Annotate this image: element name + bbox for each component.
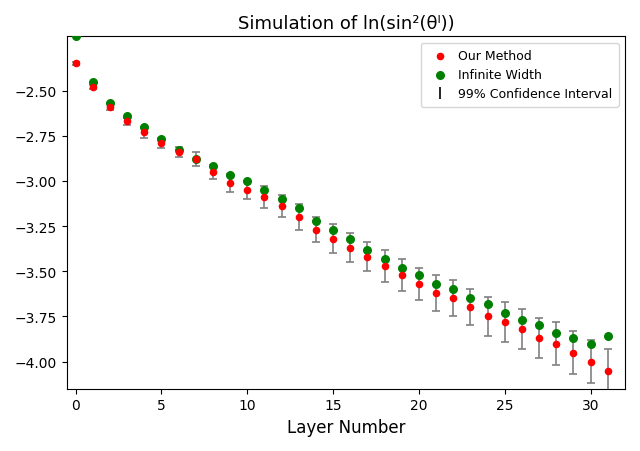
Infinite Width <box>225 172 236 179</box>
Our Method <box>191 156 201 163</box>
X-axis label: Layer Number: Layer Number <box>287 418 405 436</box>
Our Method <box>259 194 269 201</box>
Infinite Width <box>448 286 458 293</box>
Our Method <box>534 335 544 342</box>
Infinite Width <box>311 217 321 225</box>
Infinite Width <box>105 101 115 108</box>
Infinite Width <box>380 255 390 262</box>
Our Method <box>380 262 390 270</box>
Infinite Width <box>191 156 201 163</box>
Infinite Width <box>208 163 218 170</box>
Infinite Width <box>500 309 510 317</box>
Infinite Width <box>294 205 304 212</box>
Our Method <box>242 187 252 194</box>
Infinite Width <box>88 79 98 86</box>
Infinite Width <box>586 340 596 347</box>
Our Method <box>276 203 287 210</box>
Our Method <box>362 253 372 261</box>
Infinite Width <box>414 272 424 279</box>
Our Method <box>603 367 613 374</box>
Infinite Width <box>328 226 338 234</box>
Our Method <box>483 313 493 320</box>
Our Method <box>345 244 355 252</box>
Our Method <box>500 318 510 326</box>
Infinite Width <box>276 196 287 203</box>
Infinite Width <box>431 281 441 288</box>
Title: Simulation of ln(sin²(θˡ)): Simulation of ln(sin²(θˡ)) <box>237 15 454 33</box>
Our Method <box>88 84 98 92</box>
Infinite Width <box>517 317 527 324</box>
Our Method <box>465 304 476 311</box>
Our Method <box>568 349 579 356</box>
Infinite Width <box>483 300 493 308</box>
Infinite Width <box>551 329 561 336</box>
Our Method <box>431 290 441 297</box>
Our Method <box>586 358 596 365</box>
Infinite Width <box>568 335 579 342</box>
Our Method <box>156 140 166 147</box>
Our Method <box>448 295 458 302</box>
Infinite Width <box>534 322 544 329</box>
Infinite Width <box>603 333 613 340</box>
Infinite Width <box>397 264 407 272</box>
Our Method <box>414 281 424 288</box>
Infinite Width <box>139 124 149 131</box>
Our Method <box>517 326 527 333</box>
Infinite Width <box>173 147 184 154</box>
Our Method <box>225 179 236 187</box>
Infinite Width <box>362 246 372 253</box>
Infinite Width <box>70 34 81 41</box>
Our Method <box>208 169 218 176</box>
Legend: Our Method, Infinite Width, 99% Confidence Interval: Our Method, Infinite Width, 99% Confiden… <box>420 43 619 107</box>
Infinite Width <box>345 235 355 243</box>
Our Method <box>397 272 407 279</box>
Infinite Width <box>259 187 269 194</box>
Infinite Width <box>242 178 252 185</box>
Our Method <box>139 129 149 136</box>
Our Method <box>173 149 184 156</box>
Our Method <box>551 340 561 347</box>
Our Method <box>328 235 338 243</box>
Infinite Width <box>465 295 476 302</box>
Our Method <box>105 104 115 111</box>
Infinite Width <box>156 136 166 143</box>
Infinite Width <box>122 113 132 120</box>
Our Method <box>311 226 321 234</box>
Our Method <box>294 214 304 221</box>
Our Method <box>70 61 81 68</box>
Our Method <box>122 119 132 126</box>
